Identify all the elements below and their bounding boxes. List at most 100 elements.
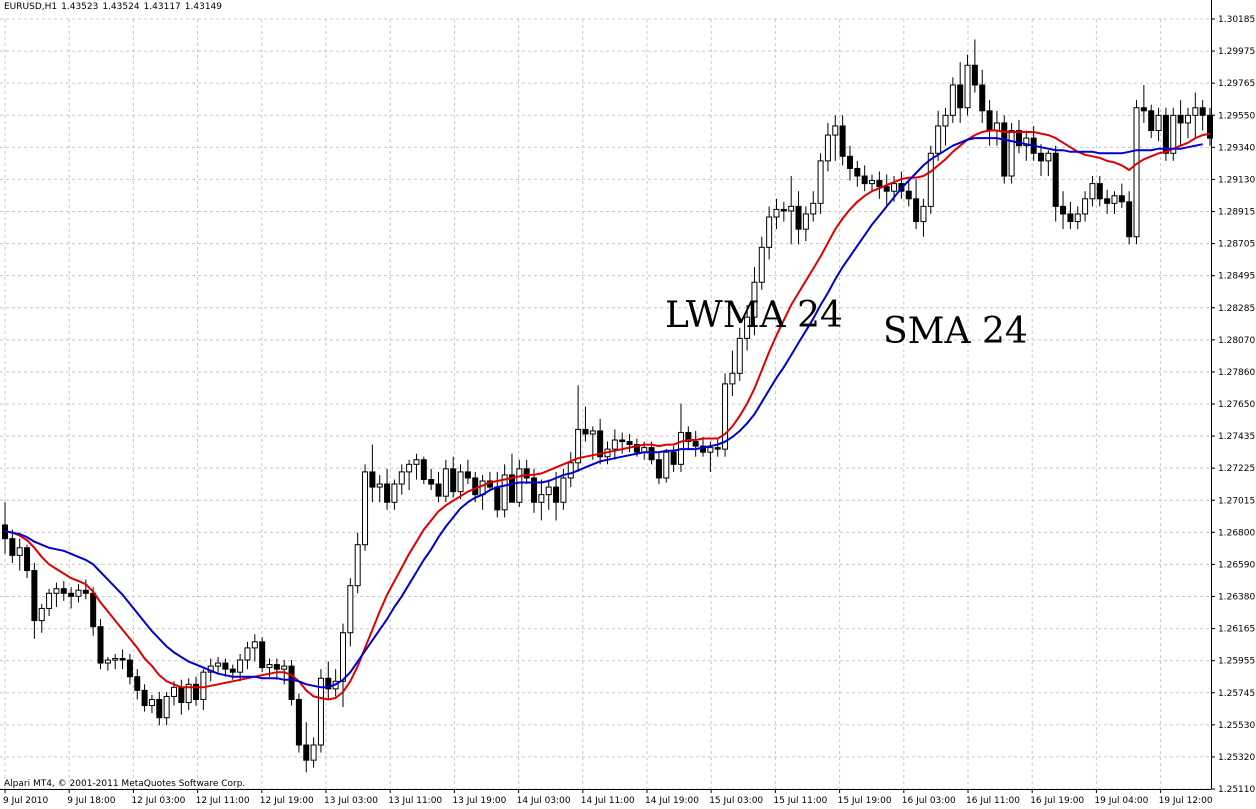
candle — [420, 459, 427, 480]
candle — [508, 474, 515, 503]
candle — [435, 483, 442, 497]
candle — [1133, 107, 1140, 238]
candle — [53, 588, 60, 594]
candle — [670, 451, 677, 465]
x-tick-label: 14 Jul 19:00 — [645, 796, 699, 806]
candle — [861, 175, 868, 185]
y-tick-label: 1.28495 — [1218, 272, 1255, 282]
candle — [685, 431, 692, 443]
x-tick-label: 9 Jul 2010 — [3, 796, 48, 806]
candle — [1045, 152, 1052, 162]
candle — [935, 125, 942, 154]
candle — [428, 478, 435, 485]
candle — [281, 665, 288, 670]
candle — [560, 477, 567, 503]
candle — [273, 664, 280, 670]
y-tick-label: 1.26800 — [1218, 528, 1255, 538]
candle — [178, 686, 185, 704]
candle — [567, 462, 574, 479]
copyright-label: Alpari MT4, © 2001-2011 MetaQuotes Softw… — [4, 779, 246, 789]
candle — [1162, 114, 1169, 154]
candle — [905, 190, 912, 200]
candle — [611, 439, 618, 450]
candle — [883, 186, 890, 192]
x-tick-label: 15 Jul 19:00 — [838, 796, 892, 806]
candle — [193, 683, 200, 700]
y-tick-label: 1.28285 — [1218, 304, 1255, 314]
candle — [707, 447, 714, 453]
candle — [1067, 213, 1074, 223]
candle — [1015, 130, 1022, 147]
candle — [16, 547, 23, 556]
candle — [259, 641, 266, 669]
candle — [971, 64, 978, 86]
candle — [773, 208, 780, 218]
candle — [215, 662, 222, 667]
candle — [1184, 114, 1191, 124]
y-tick-label: 1.29765 — [1218, 79, 1255, 89]
sma-24-line — [4, 137, 1203, 689]
y-tick-label: 1.30185 — [1218, 15, 1255, 25]
candle — [802, 213, 809, 230]
candle — [927, 152, 934, 207]
candle — [354, 544, 361, 587]
candle — [1207, 114, 1213, 139]
candle — [266, 664, 273, 669]
candle — [457, 471, 464, 493]
candle — [494, 486, 501, 511]
candle — [589, 430, 596, 435]
x-tick-label: 16 Jul 19:00 — [1030, 796, 1084, 806]
candle — [413, 459, 420, 465]
candle — [817, 160, 824, 204]
candle — [993, 122, 1000, 132]
candle — [112, 658, 119, 661]
candle — [303, 744, 310, 761]
x-tick-label: 14 Jul 03:00 — [517, 796, 571, 806]
candle — [832, 125, 839, 136]
y-tick-label: 1.29550 — [1218, 111, 1255, 121]
candle — [876, 180, 883, 188]
candle — [97, 626, 104, 664]
candle — [1118, 195, 1125, 203]
candle — [788, 205, 795, 212]
y-tick-label: 1.27860 — [1218, 368, 1255, 378]
x-tick-label: 13 Jul 03:00 — [324, 796, 378, 806]
candle — [913, 198, 920, 223]
candle — [920, 205, 927, 223]
chart-header: EURUSD,H1 1.43523 1.43524 1.43117 1.43149 — [4, 2, 226, 12]
candle — [464, 471, 471, 479]
x-tick-label: 19 Jul 04:00 — [1094, 796, 1148, 806]
candle — [134, 676, 141, 691]
candle — [222, 662, 229, 670]
x-tick-label: 13 Jul 19:00 — [452, 796, 506, 806]
candle — [523, 468, 530, 479]
candle — [1148, 110, 1155, 132]
y-tick-label: 1.28705 — [1218, 240, 1255, 250]
candle — [626, 441, 633, 446]
candle — [141, 689, 148, 707]
candle — [170, 686, 177, 697]
candle — [655, 459, 662, 479]
y-tick-label: 1.26590 — [1218, 560, 1255, 570]
y-tick-label: 1.27225 — [1218, 464, 1255, 474]
candle — [398, 471, 405, 485]
candle — [244, 647, 251, 661]
sma-annotation: SMA 24 — [883, 311, 1028, 352]
y-tick-label: 1.28070 — [1218, 336, 1255, 346]
y-tick-label: 1.25110 — [1218, 785, 1255, 795]
candle — [391, 483, 398, 503]
candle — [472, 477, 479, 496]
candle — [126, 659, 133, 678]
candle — [839, 125, 846, 157]
y-tick-label: 1.27650 — [1218, 400, 1255, 410]
candle — [376, 483, 383, 488]
candle — [1177, 114, 1184, 124]
candle — [758, 246, 765, 283]
candle — [1082, 198, 1089, 215]
candle — [104, 659, 111, 664]
y-tick-label: 1.26165 — [1218, 625, 1255, 635]
candle — [1096, 183, 1103, 200]
candle — [317, 677, 324, 746]
